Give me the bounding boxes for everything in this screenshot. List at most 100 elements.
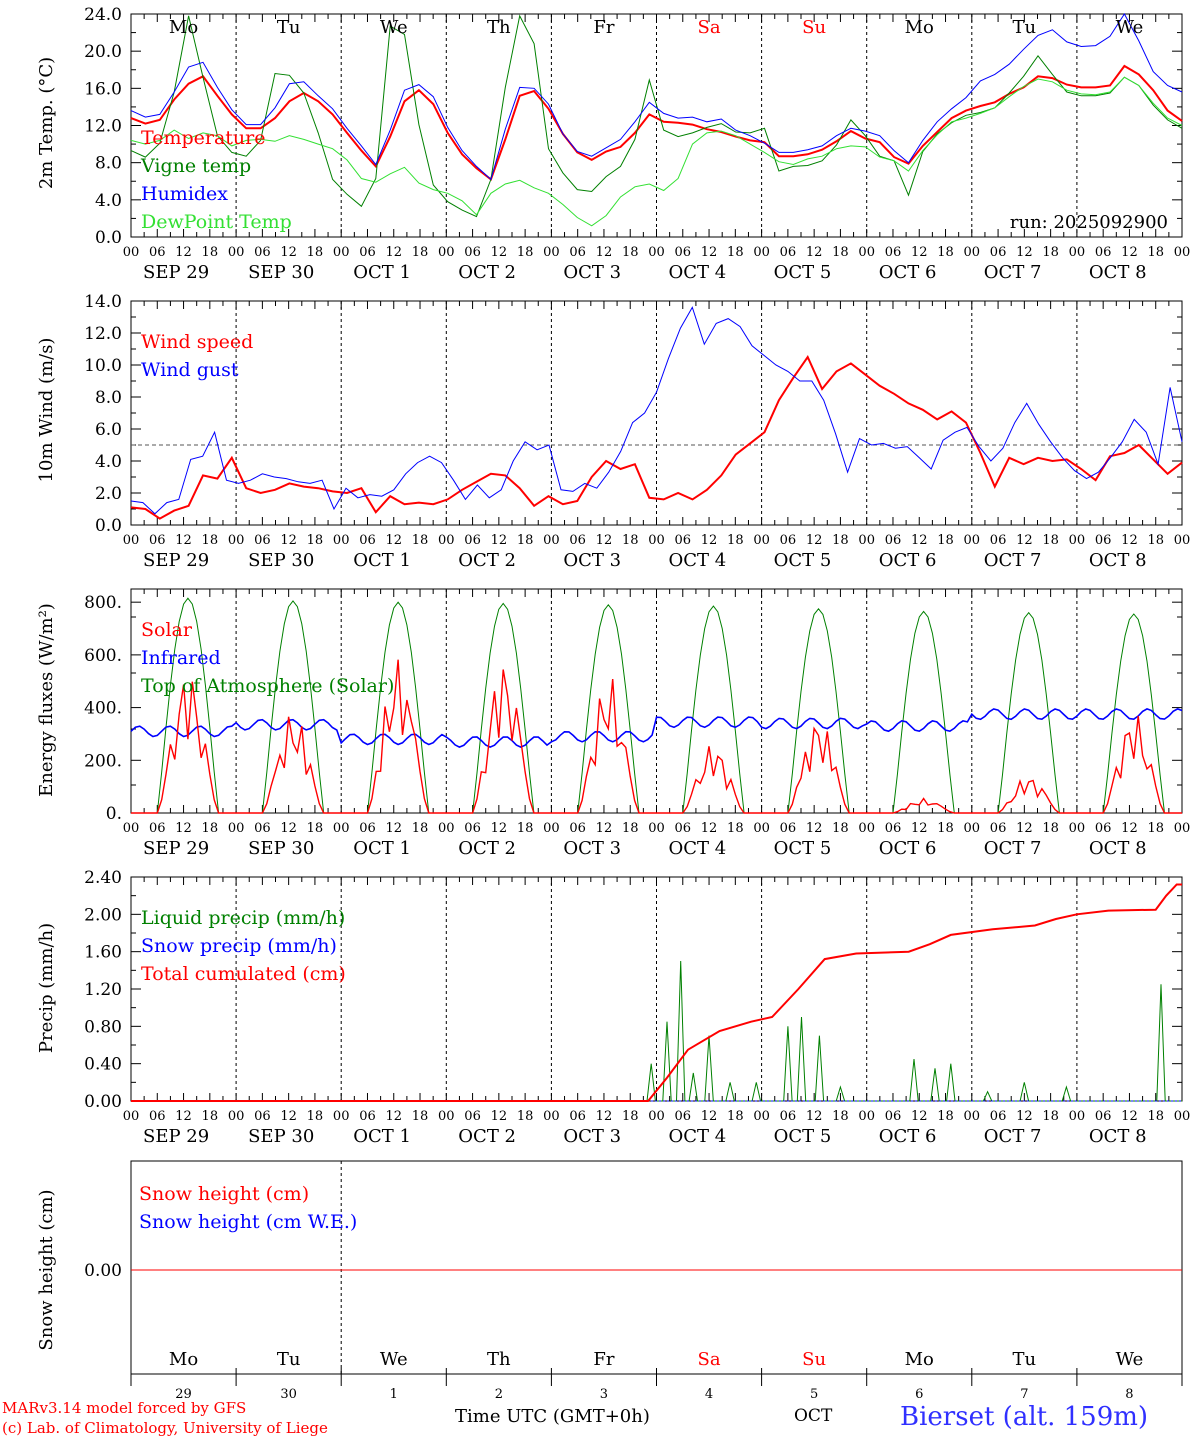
- hour-tick-label: 00: [648, 245, 665, 260]
- hour-tick-label: 18: [937, 821, 954, 836]
- hour-tick-label: 18: [832, 821, 849, 836]
- y-tick-label: 0.0: [95, 228, 122, 248]
- date-label: OCT 3: [563, 838, 621, 859]
- hour-tick-label: 12: [806, 245, 823, 260]
- hour-tick-label: 12: [701, 1109, 718, 1124]
- legend-entry: Vigne temp: [140, 155, 251, 177]
- hour-tick-label: 12: [596, 821, 613, 836]
- hour-tick-label: 00: [438, 821, 455, 836]
- day-number-label: 7: [1020, 1387, 1028, 1400]
- series-total-cumulated-line: [131, 883, 1182, 1102]
- hour-tick-label: 18: [622, 821, 639, 836]
- hour-tick-label: 12: [280, 245, 297, 260]
- hour-tick-label: 00: [648, 821, 665, 836]
- date-label: SEP 30: [248, 838, 314, 859]
- hour-tick-label: 06: [780, 1109, 797, 1124]
- panel-wind: 10m Wind (m/s): [36, 300, 1183, 526]
- legend-entry: DewPoint Temp: [141, 211, 292, 233]
- date-label: OCT 3: [563, 1126, 621, 1147]
- hour-tick-label: 00: [543, 821, 560, 836]
- hour-tick-label: 18: [1147, 821, 1164, 836]
- hour-tick-label: 06: [1095, 533, 1112, 548]
- hour-tick-label: 00: [543, 1109, 560, 1124]
- hour-tick-label: 18: [202, 821, 219, 836]
- hour-tick-label: 06: [254, 245, 271, 260]
- hour-tick-label: 00: [753, 1109, 770, 1124]
- y-tick-label: 200.: [84, 751, 122, 771]
- hour-tick-label: 06: [780, 245, 797, 260]
- panel-frame: [130, 588, 1183, 814]
- day-number-label: 8: [1125, 1387, 1133, 1400]
- day-number-label: 3: [600, 1387, 608, 1400]
- hour-tick-label: 00: [438, 1109, 455, 1124]
- hour-tick-label: 06: [675, 1109, 692, 1124]
- date-label: OCT 7: [984, 262, 1042, 283]
- hour-tick-label: 18: [202, 245, 219, 260]
- legend-entry: Solar: [141, 619, 193, 641]
- hour-tick-label: 18: [517, 821, 534, 836]
- hour-tick-label: 06: [149, 1109, 166, 1124]
- hour-tick-label: 12: [280, 821, 297, 836]
- date-label: OCT 2: [458, 550, 516, 571]
- hour-tick-label: 00: [438, 245, 455, 260]
- weekday-label: Sa: [698, 1349, 721, 1370]
- date-label: OCT 7: [984, 1126, 1042, 1147]
- hour-tick-label: 18: [1042, 245, 1059, 260]
- legend-entry: Snow height (cm): [139, 1183, 309, 1205]
- hour-tick-label: 06: [254, 1109, 271, 1124]
- hour-tick-label: 00: [1069, 245, 1086, 260]
- hour-tick-label: 06: [359, 821, 376, 836]
- hour-tick-label: 12: [596, 1109, 613, 1124]
- hour-tick-label: 12: [701, 245, 718, 260]
- y-axis-label: 10m Wind (m/s): [36, 338, 57, 483]
- hour-tick-label: 06: [885, 533, 902, 548]
- series-infrared-line: [130, 708, 1183, 748]
- station-label: Bierset (alt. 159m): [900, 1402, 1149, 1432]
- hour-tick-label: 06: [569, 821, 586, 836]
- hour-tick-label: 06: [149, 245, 166, 260]
- y-tick-label: 0.: [106, 804, 122, 824]
- date-label: OCT 8: [1089, 550, 1147, 571]
- hour-tick-label: 12: [491, 533, 508, 548]
- hour-tick-label: 06: [990, 821, 1007, 836]
- y-tick-label: 4.0: [95, 452, 122, 472]
- hour-tick-label: 06: [675, 821, 692, 836]
- hour-tick-label: 12: [1121, 245, 1138, 260]
- hour-tick-label: 00: [753, 821, 770, 836]
- hour-tick-label: 18: [1147, 1109, 1164, 1124]
- hour-tick-label: 00: [228, 821, 245, 836]
- hour-tick-label: 12: [175, 533, 192, 548]
- date-label: SEP 30: [248, 1126, 314, 1147]
- hour-tick-label: 18: [202, 1109, 219, 1124]
- date-label: OCT 6: [879, 1126, 937, 1147]
- y-axis-label: Precip (mm/h): [36, 923, 57, 1053]
- date-label: OCT 8: [1089, 838, 1147, 859]
- y-tick-label: 0.40: [84, 1055, 122, 1075]
- panel-snow: Snow height (cm): [36, 1160, 1183, 1386]
- weekday-label: Tu: [1013, 17, 1037, 38]
- hour-tick-label: 12: [280, 533, 297, 548]
- weekday-label: Fr: [593, 1349, 614, 1370]
- hour-tick-label: 00: [333, 533, 350, 548]
- y-axis-label: Snow height (cm): [36, 1189, 57, 1350]
- hour-tick-label: 06: [359, 1109, 376, 1124]
- hour-tick-label: 18: [307, 1109, 324, 1124]
- hour-tick-label: 00: [858, 1109, 875, 1124]
- legend-entry: Liquid precip (mm/h): [141, 907, 345, 929]
- hour-tick-label: 18: [727, 245, 744, 260]
- date-label: OCT 2: [458, 1126, 516, 1147]
- y-tick-label: 24.0: [84, 5, 122, 25]
- panel-temp: 2m Temp. (°C): [36, 13, 1183, 238]
- panel-flux: Energy fluxes (W/m²): [36, 588, 1183, 814]
- hour-tick-label: 06: [990, 533, 1007, 548]
- date-label: OCT 1: [353, 838, 411, 859]
- weekday-label: We: [1116, 17, 1144, 38]
- hour-tick-label: 12: [385, 1109, 402, 1124]
- y-tick-label: 12.0: [84, 117, 122, 137]
- hour-tick-label: 00: [543, 245, 560, 260]
- date-label: SEP 29: [143, 838, 209, 859]
- date-label: OCT 6: [879, 262, 937, 283]
- panel-frame: [130, 13, 1183, 238]
- y-tick-label: 6.0: [95, 420, 122, 440]
- hour-tick-label: 18: [1147, 533, 1164, 548]
